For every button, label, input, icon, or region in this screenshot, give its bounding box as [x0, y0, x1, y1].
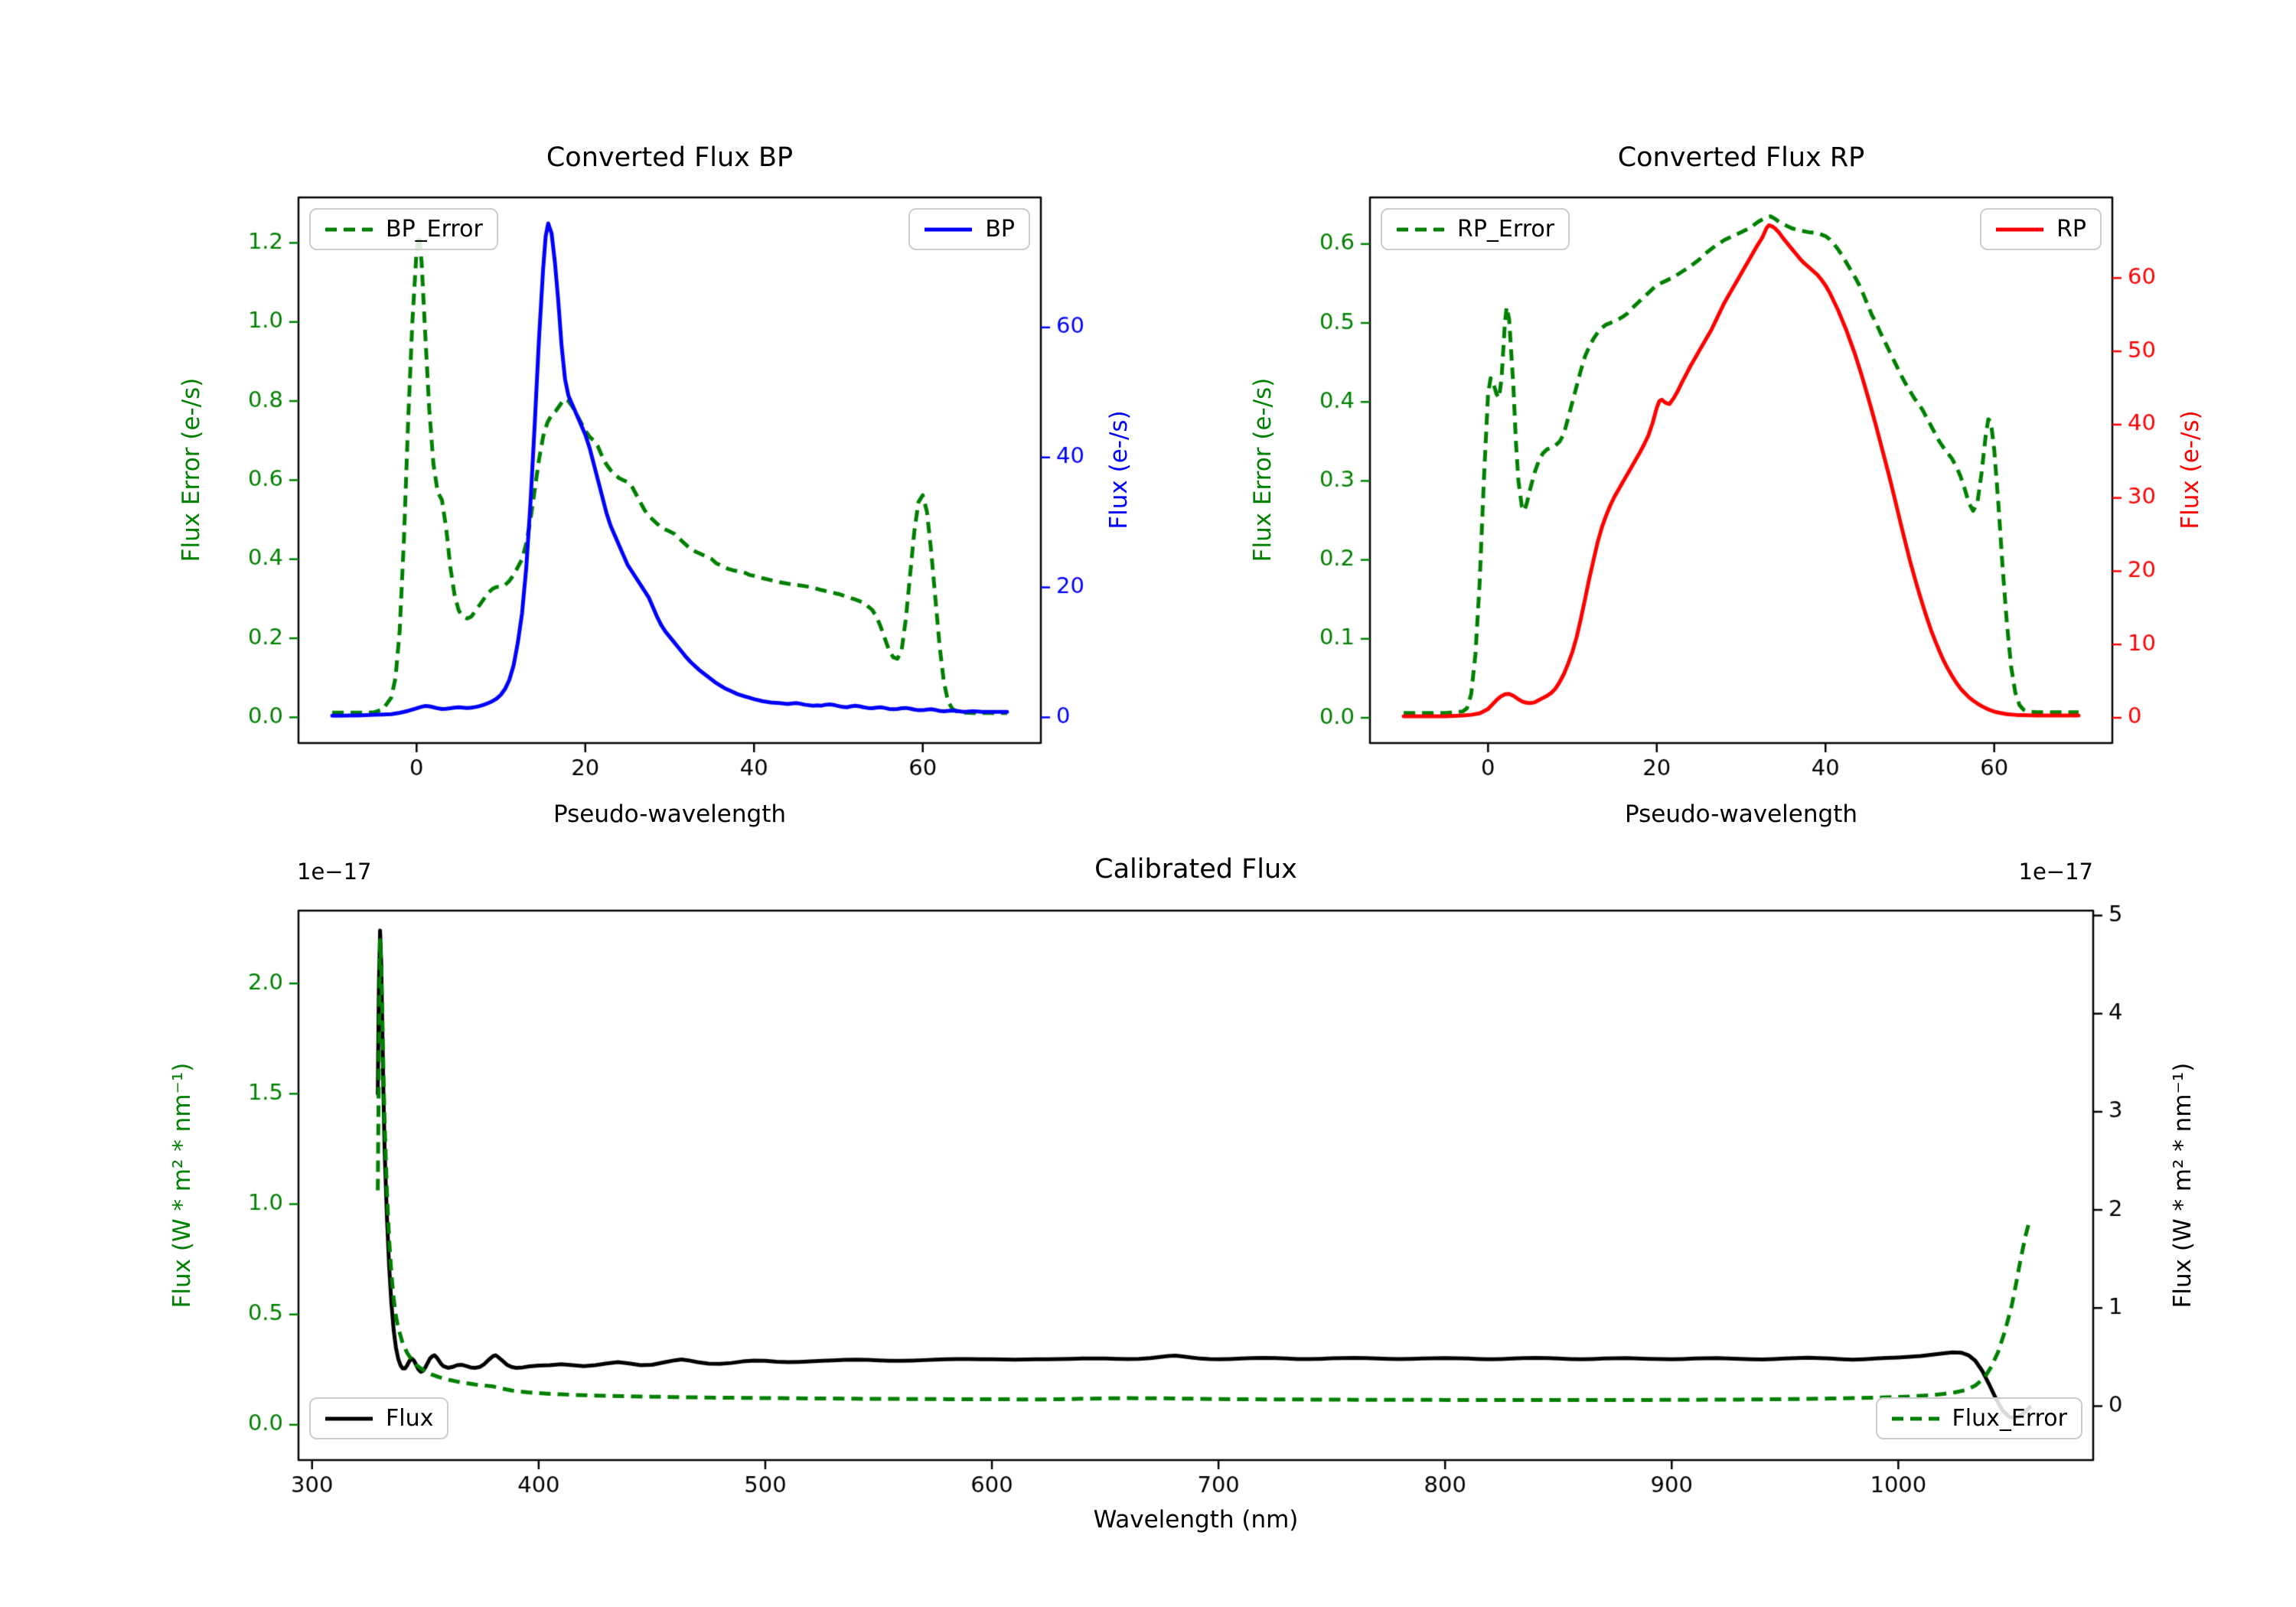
bp-right-yaxis-label: Flux (e-/s)	[1105, 410, 1133, 530]
rp-chart-title: Converted Flux RP	[1617, 142, 1865, 173]
dashed-line-sample-icon	[325, 227, 373, 231]
flux-legend-label: Flux	[386, 1405, 434, 1432]
left-axis-offset-text: 1e−17	[297, 859, 372, 885]
bp-error-legend-label: BP_Error	[386, 216, 483, 243]
bp-legend-label: BP	[985, 216, 1015, 243]
calibrated-left-yaxis-label: Flux (W * m² * nm⁻¹)	[168, 1062, 196, 1309]
rp-legend-label: RP	[2056, 216, 2086, 243]
rp-error-legend-label: RP_Error	[1457, 216, 1555, 243]
bp-error-legend: BP_Error	[309, 208, 498, 250]
right-axis-offset-text: 1e−17	[2018, 859, 2094, 885]
solid-line-sample-icon	[925, 227, 973, 231]
rp-legend: RP	[1980, 208, 2102, 250]
bp-left-yaxis-label: Flux Error (e-/s)	[178, 377, 205, 562]
flux-error-legend-label: Flux_Error	[1952, 1405, 2067, 1432]
calibrated-xaxis-label: Wavelength (nm)	[1093, 1506, 1299, 1534]
bp-chart-title: Converted Flux BP	[546, 142, 794, 173]
bp-legend: BP	[908, 208, 1030, 250]
dashed-line-sample-icon	[1891, 1416, 1939, 1420]
rp-error-legend: RP_Error	[1381, 208, 1570, 250]
solid-line-sample-icon	[325, 1416, 373, 1420]
calibrated-right-yaxis-label: Flux (W * m² * nm⁻¹)	[2169, 1062, 2197, 1309]
rp-xaxis-label: Pseudo-wavelength	[1624, 800, 1857, 828]
rp-right-yaxis-label: Flux (e-/s)	[2177, 410, 2204, 530]
flux-error-legend: Flux_Error	[1875, 1397, 2082, 1439]
solid-line-sample-icon	[1996, 227, 2044, 231]
bp-xaxis-label: Pseudo-wavelength	[553, 800, 786, 828]
flux-legend: Flux	[309, 1397, 449, 1439]
rp-left-yaxis-label: Flux Error (e-/s)	[1249, 377, 1277, 562]
calibrated-chart-title: Calibrated Flux	[1094, 854, 1297, 885]
dashed-line-sample-icon	[1397, 227, 1444, 231]
